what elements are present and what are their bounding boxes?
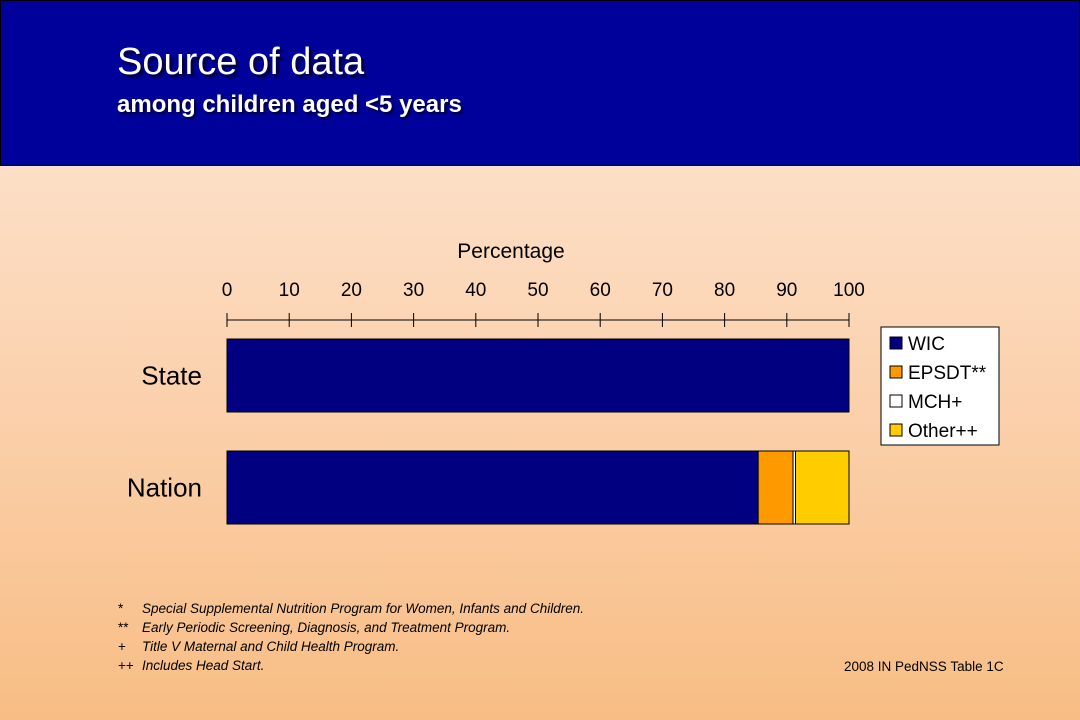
category-labels: State Nation [127, 361, 202, 503]
source-note: 2008 IN PedNSS Table 1C [844, 659, 1004, 674]
x-tick-label: 30 [403, 280, 424, 301]
footnote-mark: + [118, 639, 126, 654]
x-axis-title: Percentage [457, 240, 564, 263]
category-label: Nation [127, 473, 202, 503]
x-tick-label: 80 [714, 280, 735, 301]
legend-swatch [889, 336, 903, 350]
legend-label: WIC [908, 334, 945, 355]
footnotes: * Special Supplemental Nutrition Program … [118, 599, 584, 675]
x-axis: 0 10 20 30 40 50 60 70 80 90 100 [222, 280, 865, 327]
footnote-mark: ** [118, 620, 129, 635]
footnote-mark: * [118, 601, 124, 616]
x-tick-label: 40 [465, 280, 486, 301]
footnote-text: Includes Head Start. [142, 658, 265, 673]
footnote-text: Special Supplemental Nutrition Program f… [142, 601, 584, 616]
footnote-text: Title V Maternal and Child Health Progra… [142, 639, 400, 654]
title-banner: Source of data among children aged <5 ye… [0, 0, 1080, 166]
bar-segment [226, 338, 850, 413]
bar-segment [226, 450, 759, 525]
x-tick-label: 90 [776, 280, 797, 301]
legend-label: Other++ [908, 421, 978, 442]
legend-swatch [889, 423, 903, 437]
footnote: * Special Supplemental Nutrition Program … [118, 599, 584, 618]
page-title: Source of data [117, 41, 365, 83]
footnote: + Title V Maternal and Child Health Progr… [118, 637, 584, 656]
bars [226, 338, 850, 525]
x-tick-label: 20 [341, 280, 362, 301]
footnote-mark: ++ [118, 658, 134, 673]
x-tick-label: 0 [222, 280, 233, 301]
footnote: ** Early Periodic Screening, Diagnosis, a… [118, 618, 584, 637]
x-tick-label: 50 [527, 280, 548, 301]
x-tick-label: 60 [590, 280, 611, 301]
legend-label: MCH+ [908, 392, 962, 413]
legend-swatch [889, 394, 903, 408]
legend: WIC EPSDT** MCH+ Other++ [880, 326, 1000, 446]
x-tick-label: 10 [279, 280, 300, 301]
page-subtitle: among children aged <5 years [117, 91, 462, 118]
footnote-text: Early Periodic Screening, Diagnosis, and… [142, 620, 511, 635]
footnote: ++ Includes Head Start. [118, 656, 584, 675]
category-label: State [141, 361, 202, 391]
x-tick-label: 100 [833, 280, 865, 301]
legend-swatch [889, 365, 903, 379]
legend-label: EPSDT** [908, 363, 987, 384]
x-tick-label: 70 [652, 280, 673, 301]
bar-segment [795, 450, 850, 525]
bar-segment [757, 450, 794, 525]
